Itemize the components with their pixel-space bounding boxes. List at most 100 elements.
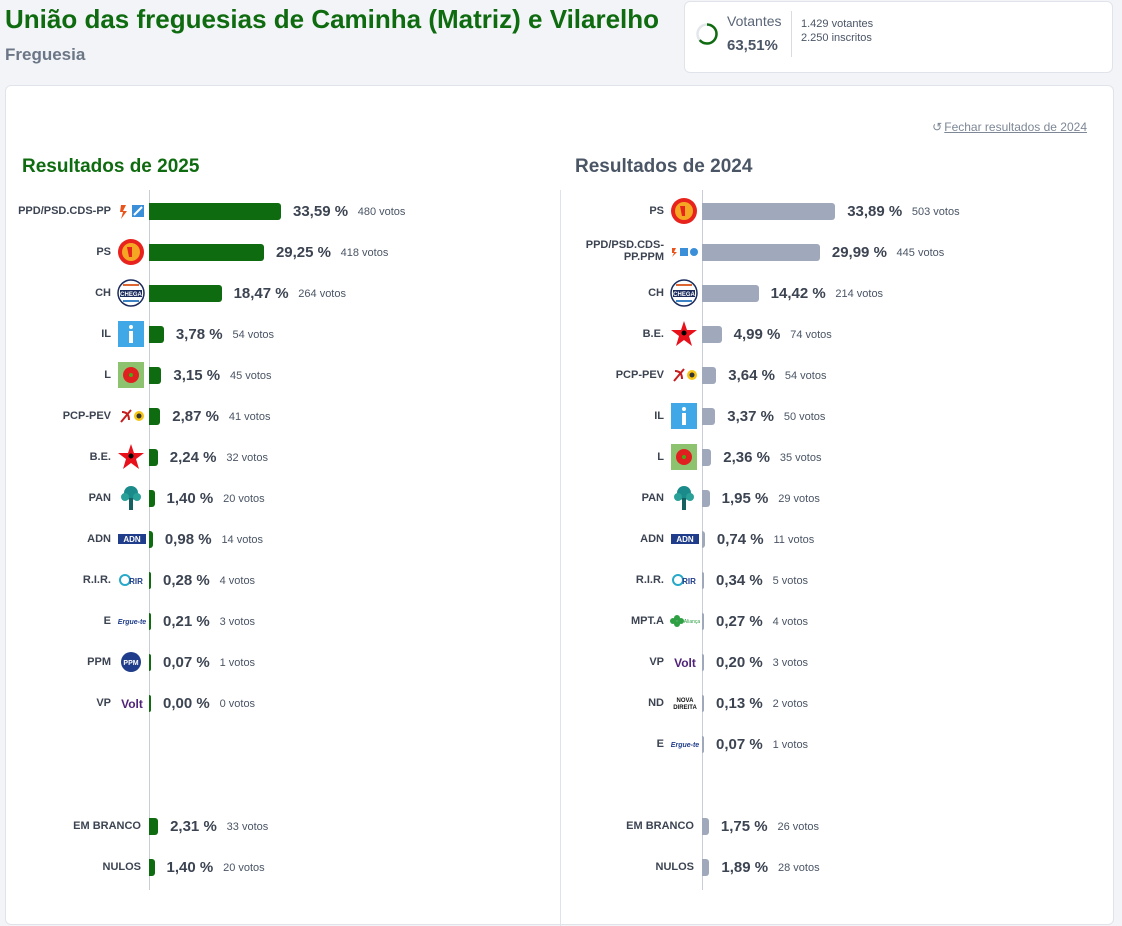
bar-percent-label: 33,89 % xyxy=(847,203,903,220)
svg-text:Volt: Volt xyxy=(121,697,143,711)
party-label-e: E xyxy=(103,615,111,627)
svg-text:CHEGA: CHEGA xyxy=(673,292,695,298)
bar-ps[interactable] xyxy=(702,203,836,220)
bar-percent-label: 1,89 % xyxy=(721,859,769,876)
bar-nulos[interactable] xyxy=(702,859,710,876)
bar-percent-label: 2,36 % xyxy=(723,449,770,466)
bar-percent-label: 4,99 % xyxy=(733,326,781,343)
bar-ppd-psd-cds-pp[interactable] xyxy=(149,203,281,220)
party-label-e: E xyxy=(656,738,664,750)
turnout-percent: 63,51% xyxy=(727,37,778,54)
rir-icon: RIR xyxy=(670,566,698,594)
cdu-icon xyxy=(117,402,145,430)
bar-percent-label: 29,25 % xyxy=(275,244,331,261)
bar-b-e[interactable] xyxy=(702,326,722,343)
bar-r-i-r[interactable] xyxy=(149,572,151,589)
bar-votes-label: 480 votos xyxy=(357,206,406,218)
bar-votes-label: 2 votos xyxy=(772,698,809,710)
ps-icon xyxy=(670,197,698,225)
bar-il[interactable] xyxy=(702,408,716,425)
bar-percent-label: 2,31 % xyxy=(170,818,217,835)
bar-e[interactable] xyxy=(149,613,151,630)
section-divider xyxy=(560,190,561,926)
bar-e[interactable] xyxy=(702,736,704,753)
party-label-pcp-pev: PCP-PEV xyxy=(615,369,664,381)
svg-text:Volt: Volt xyxy=(674,656,696,670)
chega-icon: CHEGA xyxy=(670,279,698,307)
party-label-nulos: NULOS xyxy=(655,861,695,873)
bar-em-branco[interactable] xyxy=(149,818,159,835)
bar-votes-label: 1 votos xyxy=(772,739,809,751)
bar-l[interactable] xyxy=(149,367,162,384)
ergue-te-icon: Ergue-te xyxy=(117,607,147,635)
party-label-ch: CH xyxy=(95,287,111,299)
close-2024-results-label: Fechar resultados de 2024 xyxy=(944,120,1087,134)
livre-icon xyxy=(670,443,698,471)
bar-percent-label: 2,24 % xyxy=(169,449,217,466)
turnout-voters: 1.429 votantes xyxy=(801,18,874,30)
bar-votes-label: 28 votos xyxy=(778,862,820,874)
ad-icon xyxy=(670,238,698,266)
bar-votes-label: 33 votos xyxy=(226,821,269,833)
bar-vp[interactable] xyxy=(149,695,151,712)
bar-votes-label: 45 votos xyxy=(229,370,272,382)
bar-ppm[interactable] xyxy=(149,654,151,671)
bar-votes-label: 3 votos xyxy=(219,616,256,628)
svg-text:NOVA: NOVA xyxy=(677,698,695,704)
bar-mpt-a[interactable] xyxy=(702,613,704,630)
turnout-panel: Votantes 63,51% 1.429 votantes 2.250 ins… xyxy=(684,1,1113,73)
party-label-ch: CH xyxy=(648,287,664,299)
bar-pcp-pev[interactable] xyxy=(149,408,161,425)
turnout-divider xyxy=(791,11,792,57)
bar-pan[interactable] xyxy=(702,490,710,507)
bar-votes-label: 5 votos xyxy=(772,575,809,587)
bar-nd[interactable] xyxy=(702,695,704,712)
party-label-pan: PAN xyxy=(641,492,664,504)
psd-cds-icon xyxy=(117,197,145,225)
svg-text:Ergue-te: Ergue-te xyxy=(118,619,147,626)
bar-l[interactable] xyxy=(702,449,712,466)
bar-il[interactable] xyxy=(149,326,164,343)
svg-text:RIR: RIR xyxy=(129,577,143,586)
bar-ps[interactable] xyxy=(149,244,264,261)
party-label-il: IL xyxy=(654,410,664,422)
party-label-b-e: B.E. xyxy=(89,451,111,463)
bar-votes-label: 503 votos xyxy=(911,206,960,218)
bar-ppd-psd-cds-pp-ppm[interactable] xyxy=(702,244,820,261)
bar-adn[interactable] xyxy=(149,531,153,548)
bar-vp[interactable] xyxy=(702,654,704,671)
pan-icon xyxy=(117,484,145,512)
svg-text:RIR: RIR xyxy=(682,577,696,586)
bar-percent-label: 14,42 % xyxy=(770,285,826,302)
party-label-ppd-psd-cds-pp-ppm: PPD/PSD.CDS- PP.PPM xyxy=(585,239,664,263)
turnout-label: Votantes xyxy=(727,13,782,29)
bar-votes-label: 32 votos xyxy=(226,452,268,464)
bar-b-e[interactable] xyxy=(149,449,158,466)
bar-percent-label: 3,64 % xyxy=(728,367,775,384)
bar-em-branco[interactable] xyxy=(702,818,709,835)
ppm-icon: PPM xyxy=(117,648,145,676)
bar-percent-label: 0,74 % xyxy=(716,531,764,548)
cdu-icon xyxy=(670,361,698,389)
bar-votes-label: 214 votos xyxy=(835,288,884,300)
bar-percent-label: 0,13 % xyxy=(716,695,763,712)
page-subtitle: Freguesia xyxy=(5,45,86,64)
party-label-r-i-r: R.I.R. xyxy=(82,574,111,586)
results-card: ↺ Fechar resultados de 2024 Resultados de… xyxy=(5,85,1114,926)
party-label-ps: PS xyxy=(96,246,111,258)
party-label-adn: ADN xyxy=(87,533,111,545)
bar-ch[interactable] xyxy=(149,285,222,302)
bar-pan[interactable] xyxy=(149,490,155,507)
bar-votes-label: 54 votos xyxy=(232,329,275,341)
party-label-mpt-a: MPT.A xyxy=(631,615,664,627)
bar-r-i-r[interactable] xyxy=(702,572,704,589)
bar-percent-label: 0,07 % xyxy=(716,736,763,753)
party-label-pcp-pev: PCP-PEV xyxy=(62,410,111,422)
bar-votes-label: 11 votos xyxy=(773,534,815,546)
close-2024-results-link[interactable]: ↺ Fechar resultados de 2024 xyxy=(932,120,1087,134)
bar-adn[interactable] xyxy=(702,531,705,548)
bar-pcp-pev[interactable] xyxy=(702,367,717,384)
bar-nulos[interactable] xyxy=(149,859,155,876)
chega-icon: CHEGA xyxy=(117,279,145,307)
bar-ch[interactable] xyxy=(702,285,759,302)
